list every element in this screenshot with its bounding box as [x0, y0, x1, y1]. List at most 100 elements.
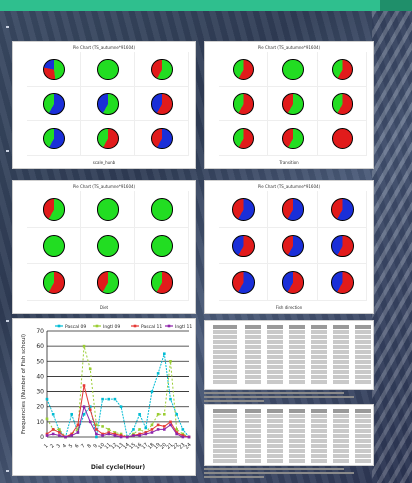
pie-cell: [219, 191, 269, 228]
data-point: [119, 405, 123, 409]
table-row: [209, 429, 371, 433]
table-cell: [267, 360, 283, 364]
pie-slice-chart: [151, 93, 173, 115]
table-cell: [311, 439, 327, 443]
data-point: [187, 435, 191, 439]
pie-chart-panel: Pie Chart (TS_autumne*91604) Fish directi…: [204, 180, 374, 314]
legend-marker: [167, 324, 171, 328]
data-point: [150, 431, 154, 434]
legend-marker: [95, 324, 99, 328]
data-point: [181, 435, 185, 439]
table-cell: [311, 419, 327, 423]
table-cell: [245, 434, 261, 438]
table-cell: [213, 419, 237, 423]
legend-label: Pascal 11: [141, 324, 162, 330]
pie-slice-chart: [43, 127, 65, 150]
table-cell: [355, 345, 371, 349]
table-cell: [267, 340, 283, 344]
margin-mark: [6, 26, 9, 28]
data-point: [107, 431, 111, 434]
table-cell: [213, 380, 237, 384]
pie-slice-chart: [42, 271, 66, 294]
legend-label: Pascal 09: [65, 324, 86, 330]
pie-cell: [219, 227, 269, 265]
pie-cell: [268, 86, 318, 122]
pie-cell: [27, 52, 81, 87]
data-point: [163, 428, 166, 431]
x-tick-label: 1: [43, 443, 49, 449]
table-cell: [311, 429, 327, 433]
data-point: [113, 431, 117, 434]
pie-cell: [219, 264, 269, 301]
table-cell: [355, 360, 371, 364]
table-cell: [213, 454, 237, 458]
pie-cell: [81, 191, 135, 228]
x-tick-label: 14: [122, 442, 131, 451]
data-point: [144, 431, 148, 434]
pie-slice-chart: [281, 271, 305, 294]
table-cell: [267, 439, 283, 443]
pie-slice-chart: [97, 93, 119, 115]
data-point: [58, 431, 61, 434]
y-tick-label: 0: [40, 434, 44, 441]
pie-slice-chart: [42, 234, 66, 258]
data-point: [175, 431, 178, 434]
data-point: [125, 435, 129, 439]
table-cell: [311, 355, 327, 359]
pie-slice-chart: [232, 93, 255, 115]
pie-cell: [268, 191, 318, 228]
pie-cell: [317, 52, 367, 87]
margin-mark: [6, 470, 9, 472]
data-point: [82, 405, 86, 409]
data-point: [132, 434, 135, 437]
pie-slice-chart: [232, 127, 255, 150]
pie-slice-chart: [96, 197, 120, 221]
table-cell: [333, 340, 349, 344]
data-point: [181, 432, 185, 436]
table-cell: [333, 345, 349, 349]
table-cell: [213, 345, 237, 349]
table-cell: [311, 454, 327, 458]
table-cell: [267, 325, 283, 329]
table-cell: [245, 439, 261, 443]
table-cell: [333, 459, 349, 463]
data-point: [70, 412, 73, 416]
table-cell: [333, 449, 349, 453]
table-cell: [245, 424, 261, 428]
data-point: [138, 432, 141, 436]
table-cell: [245, 454, 261, 458]
x-tick-label: 13: [116, 442, 125, 451]
pie-slice-chart: [330, 271, 354, 294]
data-point: [101, 425, 104, 428]
pie-cell: [81, 264, 135, 301]
caption-line: [204, 396, 354, 398]
margin-mark: [6, 150, 9, 152]
table-row: [209, 459, 371, 463]
table-cell: [267, 335, 283, 339]
pie-slice-chart: [150, 197, 174, 221]
data-point: [169, 359, 172, 363]
data-point: [64, 435, 67, 439]
table-cell: [267, 380, 283, 384]
pie-panel-title: Pie Chart (TS_autumne*91604): [72, 45, 136, 50]
table-cell: [355, 429, 371, 433]
table-row: [209, 439, 371, 443]
table-row: [209, 454, 371, 458]
pie-slice-chart: [330, 197, 354, 221]
table-row: [209, 370, 371, 374]
pie-cell: [135, 52, 189, 87]
series-line: [46, 385, 190, 438]
pie-panel-xlabel: Fish direction: [275, 305, 303, 310]
table-cell: [213, 459, 237, 463]
background-texture: [372, 11, 412, 483]
x-tick-label: 6: [74, 443, 80, 449]
pie-cell: [27, 264, 81, 301]
pie-cell: [135, 264, 189, 301]
data-point: [163, 352, 166, 356]
data-point: [132, 432, 135, 436]
table-cell: [289, 444, 305, 448]
table-cell: [267, 414, 283, 418]
y-tick-label: 30: [36, 389, 44, 396]
data-point: [107, 428, 111, 431]
